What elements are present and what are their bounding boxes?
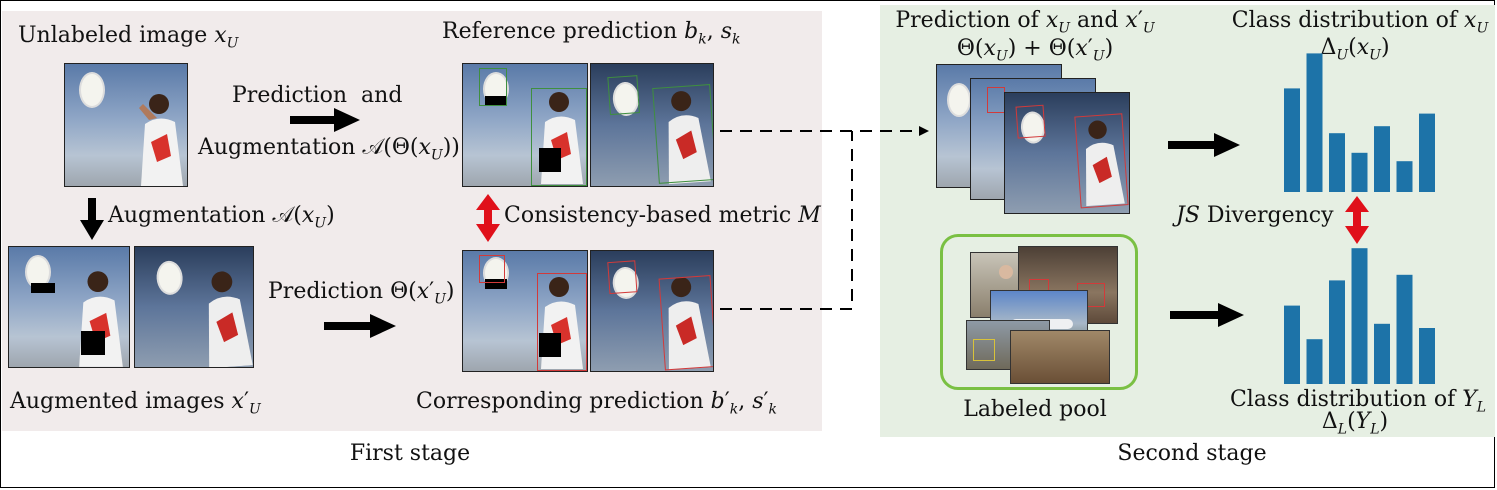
green-bbox — [973, 339, 995, 361]
person-figure — [668, 91, 711, 185]
prediction-aug-label: Prediction Θ(x′U) — [268, 279, 455, 308]
prediction-title-2: Θ(xU) + Θ(x′U) — [956, 36, 1114, 65]
unlabeled-bar-2 — [1306, 53, 1323, 193]
person-figure — [139, 94, 183, 186]
corresponding-prediction-label: Corresponding prediction b′k, s′k — [416, 389, 777, 418]
reference-prediction-label: Reference prediction bk, sk — [442, 19, 741, 48]
class-dist-unlabeled-2: ΔU(xU) — [1320, 35, 1390, 64]
green-bbox-person — [531, 88, 587, 186]
arrow-prediction-aug — [324, 314, 396, 338]
labeled-pool-frame — [940, 234, 1138, 390]
person-figure — [208, 271, 253, 367]
augmented-photo-rotated — [134, 246, 254, 368]
frisbee — [947, 83, 971, 117]
class-dist-labeled-2: ΔL(YL) — [1321, 409, 1389, 438]
rotated-content — [1007, 93, 1129, 213]
cutout-mask — [81, 331, 105, 355]
unlabeled-bar-3 — [1329, 133, 1345, 192]
first-stage-caption: First stage — [349, 441, 471, 466]
rotated-content — [593, 251, 713, 371]
second-stage-caption: Second stage — [1117, 441, 1267, 466]
unlabeled-bar-6 — [1396, 161, 1413, 192]
rotated-content — [593, 64, 713, 186]
augmentation-label: Augmentation 𝒜(xU) — [108, 203, 335, 232]
stacked-photo-front — [1004, 92, 1130, 214]
frisbee — [79, 72, 105, 108]
labeled-bar-6 — [1396, 274, 1413, 384]
class-distribution-labeled-chart — [1284, 248, 1435, 384]
unlabeled-bar-4 — [1351, 152, 1368, 192]
unlabeled-photo — [64, 63, 188, 187]
reference-photo-rotated — [590, 63, 714, 187]
labeled-bar-2 — [1306, 339, 1323, 384]
class-distribution-unlabeled-chart — [1284, 53, 1435, 193]
person-figure — [668, 277, 711, 371]
cutout-mask — [539, 148, 561, 172]
unlabeled-bar-5 — [1374, 126, 1390, 192]
cutout-mask — [31, 283, 55, 293]
person-head — [999, 265, 1013, 279]
arrow-to-class-dist-l — [1170, 303, 1244, 327]
labeled-bar-1 — [1284, 305, 1300, 384]
prediction-title-1: Prediction of xU and x′U — [895, 8, 1155, 37]
prediction-and-label: Prediction and — [232, 83, 403, 108]
dashed-connector-bottom — [720, 131, 853, 310]
labeled-bar-3 — [1329, 280, 1345, 384]
red-bbox-person — [537, 273, 587, 371]
class-dist-labeled-1: Class distribution of YL — [1229, 387, 1487, 416]
unlabeled-image-label: Unlabeled image xU — [18, 23, 239, 52]
arrow-augmentation-down — [80, 198, 104, 240]
augmented-images-label: Augmented images x′U — [10, 389, 261, 418]
consistency-metric-label: Consistency-based metric M — [504, 203, 821, 228]
augmented-photo-mask — [8, 246, 130, 368]
labeled-bar-7 — [1419, 328, 1435, 384]
pool-image-room — [1010, 330, 1110, 384]
labeled-pool-label: Labeled pool — [963, 397, 1107, 422]
corresponding-photo-rotated — [590, 250, 714, 372]
augmentation-of-prediction-label: Augmentation 𝒜(Θ(xU)) — [198, 135, 460, 164]
unlabeled-bar-1 — [1284, 88, 1300, 192]
js-divergency-label: JS Divergency — [1176, 203, 1334, 228]
cutout-mask — [539, 333, 561, 357]
rotated-content — [137, 247, 253, 367]
red-bbox-frisbee — [479, 255, 505, 283]
cutout-mask — [485, 96, 507, 106]
person-figure — [1085, 120, 1125, 207]
class-dist-unlabeled-1: Class distribution of xU — [1231, 8, 1489, 37]
labeled-bar-4 — [1351, 248, 1368, 384]
arrow-prediction-augmentation — [290, 108, 360, 132]
unlabeled-bar-7 — [1419, 113, 1435, 192]
labeled-bar-5 — [1374, 323, 1390, 384]
red-double-arrow-consistency — [476, 194, 500, 242]
corresponding-photo-mask — [462, 250, 588, 372]
green-bbox-frisbee — [479, 68, 507, 106]
red-double-arrow-js — [1345, 196, 1369, 244]
arrow-to-class-dist-u — [1168, 133, 1240, 157]
reference-photo-mask — [462, 63, 588, 187]
cutout-mask — [485, 279, 507, 289]
